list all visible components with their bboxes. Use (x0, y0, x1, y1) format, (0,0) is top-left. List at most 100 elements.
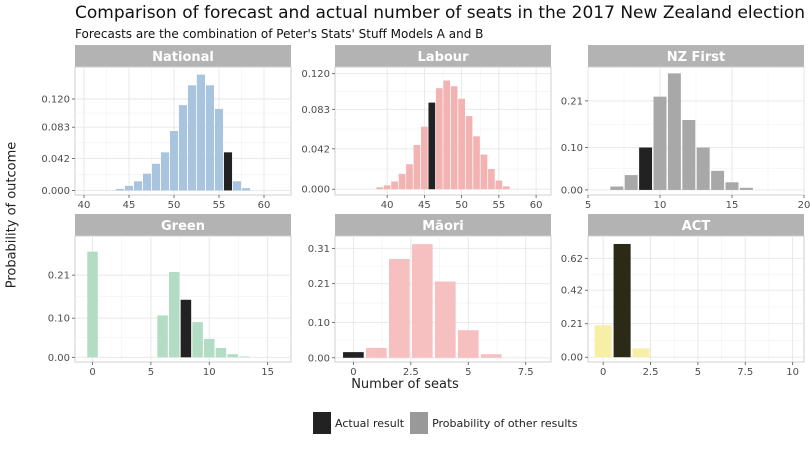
bar-m-ori (389, 258, 410, 358)
strip-act (588, 214, 804, 236)
bar-m-ori (366, 347, 387, 358)
bar-labour (458, 98, 465, 190)
y-tick-label: 0.120 (41, 95, 70, 106)
bar-national (241, 188, 251, 191)
x-tick-label: 10 (654, 200, 667, 211)
x-tick-label: 5 (585, 200, 591, 211)
bar-nz-first (610, 186, 624, 190)
y-tick-label: 0.21 (561, 319, 583, 330)
bar-nz-first (667, 73, 681, 190)
x-tick-label: 60 (258, 200, 271, 211)
bar-national (142, 173, 152, 191)
strip-label-labour: Labour (418, 50, 470, 65)
bar-labour (376, 187, 384, 190)
x-tick-label: 60 (530, 200, 543, 211)
bar-green (168, 272, 180, 358)
legend: Actual result Probability of other resul… (313, 412, 583, 434)
bar-national (214, 108, 224, 191)
bar-actual-green (180, 299, 192, 358)
y-tick-label: 0.00 (48, 353, 70, 364)
x-tick-label: 45 (418, 200, 431, 211)
legend-item-other: Probability of other results (410, 412, 577, 434)
x-tick-label: 0 (350, 367, 356, 378)
bar-national (178, 105, 188, 191)
panel-act: ACT 0.00 0.21 0.42 0.62 0 2.5 5 7.5 10 (561, 214, 805, 378)
bar-labour (391, 181, 398, 190)
x-axis-label: Number of seats (351, 377, 459, 392)
bar-m-ori (480, 354, 502, 358)
strip-m-ori (335, 214, 551, 236)
x-tick-label: 10 (203, 367, 216, 378)
bar-national (133, 181, 143, 191)
bar-actual-labour (428, 102, 436, 190)
bar-national (151, 163, 161, 191)
x-tick-label: 55 (213, 200, 226, 211)
bar-labour (502, 186, 510, 190)
strip-label-nz-first: NZ First (667, 50, 726, 65)
bar-national (205, 85, 215, 191)
y-tick-label: 0.21 (308, 279, 330, 290)
bar-green (239, 356, 250, 358)
legend-key-actual (313, 412, 331, 434)
bar-labour (383, 185, 391, 190)
x-tick-label: 5 (695, 367, 701, 378)
panel-green: Green 0.00 0.10 0.21 0 5 10 15 (48, 214, 292, 378)
x-tick-label: 50 (455, 200, 468, 211)
bar-labour (406, 164, 413, 190)
x-tick-label: 50 (168, 200, 181, 211)
x-tick-label: 45 (123, 200, 136, 211)
bar-labour (465, 116, 473, 190)
bar-labour (488, 169, 495, 190)
strip-label-green: Green (161, 219, 205, 234)
y-tick-label: 0.10 (561, 143, 583, 154)
bar-nz-first (711, 170, 725, 190)
y-tick-label: 0.10 (308, 318, 330, 329)
bar-m-ori (434, 281, 456, 358)
chart-title: Comparison of forecast and actual number… (75, 3, 806, 23)
bar-labour (473, 136, 480, 190)
bar-green (227, 354, 238, 358)
bar-nz-first (739, 187, 753, 190)
strip-green (75, 214, 291, 236)
panel-nz-first: NZ First 0.00 0.10 0.21 5 10 15 20 (561, 45, 810, 211)
bar-green (87, 251, 98, 358)
x-tick-label: 40 (381, 200, 394, 211)
strip-label-act: ACT (682, 219, 711, 234)
bar-national (232, 181, 242, 191)
bar-labour (443, 80, 451, 190)
bar-national (124, 185, 134, 191)
bar-national (196, 74, 206, 191)
y-tick-label: 0.042 (41, 154, 70, 165)
bar-national (115, 188, 125, 191)
bar-national (160, 152, 170, 191)
y-tick-label: 0.31 (308, 244, 330, 255)
bar-labour (421, 126, 428, 190)
bar-labour (495, 180, 503, 190)
y-tick-label: 0.21 (48, 271, 70, 282)
bar-national (169, 131, 179, 191)
bar-actual-national (223, 152, 233, 191)
legend-label-actual: Actual result (335, 416, 405, 430)
strip-national (75, 45, 291, 67)
bar-m-ori (411, 244, 433, 358)
x-tick-label: 55 (492, 200, 505, 211)
y-tick-label: 0.042 (301, 144, 330, 155)
y-tick-label: 0.00 (561, 353, 583, 364)
y-tick-label: 0.083 (41, 123, 70, 134)
bar-green (192, 322, 203, 358)
x-tick-label: 10 (786, 367, 799, 378)
x-tick-label: 15 (726, 200, 739, 211)
y-tick-label: 0.000 (41, 186, 70, 197)
bar-labour (480, 154, 488, 190)
bar-green (215, 347, 227, 358)
x-tick-label: 40 (78, 200, 91, 211)
panel-labour: Labour 0.000 0.042 0.083 0.120 40 45 50 55 60 (301, 45, 552, 211)
x-tick-label: 0 (600, 367, 606, 378)
bar-actual-m-ori (343, 352, 364, 358)
x-tick-label: 5 (465, 367, 471, 378)
y-tick-label: 0.62 (561, 254, 583, 265)
panel-national: National 0.000 0.042 0.083 0.120 40 45 50 55 60 (41, 45, 292, 211)
x-tick-label: 7.5 (737, 367, 753, 378)
bar-nz-first (624, 175, 638, 190)
